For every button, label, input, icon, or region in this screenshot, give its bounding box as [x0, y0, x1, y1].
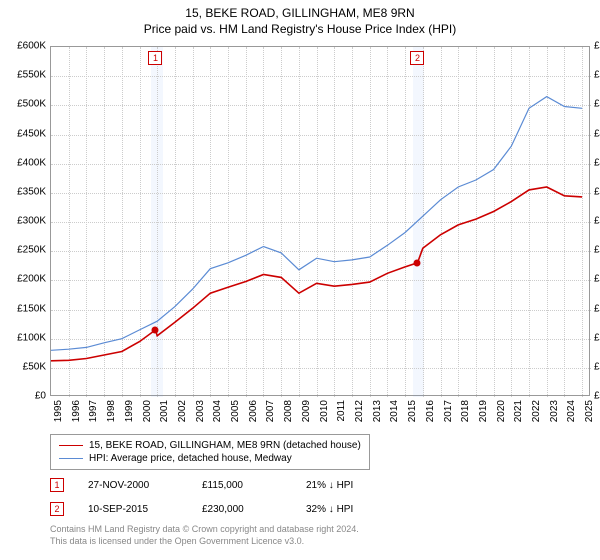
x-axis-label: 1998 [106, 400, 117, 422]
x-axis-label: 2021 [513, 400, 524, 422]
y-axis-label-left: £350K [17, 186, 46, 197]
x-axis-label: 1999 [124, 400, 135, 422]
x-axis-label: 2001 [159, 400, 170, 422]
y-axis-label-left: £250K [17, 245, 46, 256]
x-axis-label: 2019 [478, 400, 489, 422]
x-axis-label: 1997 [88, 400, 99, 422]
legend-row: HPI: Average price, detached house, Medw… [59, 452, 361, 465]
chart-subtitle: Price paid vs. HM Land Registry's House … [0, 20, 600, 40]
x-axis-label: 2006 [248, 400, 259, 422]
chart-marker-1: 1 [148, 51, 162, 65]
x-axis-label: 2013 [372, 400, 383, 422]
legend-row: 15, BEKE ROAD, GILLINGHAM, ME8 9RN (deta… [59, 439, 361, 452]
y-axis-label-right: £150K [594, 303, 600, 314]
legend-label: 15, BEKE ROAD, GILLINGHAM, ME8 9RN (deta… [89, 440, 361, 451]
plot-area: 12 [50, 46, 590, 396]
transaction-marker: 1 [50, 478, 64, 492]
y-axis-label-left: £200K [17, 274, 46, 285]
y-axis-label-left: £500K [17, 99, 46, 110]
y-axis-label-right: £550K [594, 70, 600, 81]
chart-area: 12 £0£0£50K£50K£100K£100K£150K£150K£200K… [50, 46, 590, 396]
x-axis-label: 2010 [319, 400, 330, 422]
footer-line: This data is licensed under the Open Gov… [50, 536, 600, 548]
x-axis-label: 2014 [389, 400, 400, 422]
y-axis-label-left: £550K [17, 70, 46, 81]
y-axis-label-right: £100K [594, 332, 600, 343]
x-axis-label: 2005 [230, 400, 241, 422]
y-axis-label-right: £300K [594, 216, 600, 227]
footer-line: Contains HM Land Registry data © Crown c… [50, 524, 600, 536]
chart-container: 15, BEKE ROAD, GILLINGHAM, ME8 9RN Price… [0, 0, 600, 560]
legend-box: 15, BEKE ROAD, GILLINGHAM, ME8 9RN (deta… [50, 434, 370, 470]
x-axis-label: 2008 [283, 400, 294, 422]
transaction-diff: 32% ↓ HPI [306, 504, 353, 515]
x-axis-label: 2002 [177, 400, 188, 422]
x-axis-label: 1995 [53, 400, 64, 422]
x-axis-label: 2022 [531, 400, 542, 422]
x-axis-label: 2015 [407, 400, 418, 422]
x-axis-label: 1996 [71, 400, 82, 422]
y-axis-label-left: £300K [17, 216, 46, 227]
y-axis-label-left: £150K [17, 303, 46, 314]
x-axis-label: 2016 [425, 400, 436, 422]
y-axis-label-left: £0 [35, 391, 46, 402]
x-axis-label: 2017 [443, 400, 454, 422]
x-axis-label: 2007 [265, 400, 276, 422]
chart-dot-1 [152, 326, 159, 333]
x-axis-label: 2020 [496, 400, 507, 422]
legend-label: HPI: Average price, detached house, Medw… [89, 453, 292, 464]
x-axis-label: 2025 [584, 400, 595, 422]
transaction-date: 27-NOV-2000 [88, 480, 178, 491]
chart-lines [51, 47, 591, 397]
x-axis-label: 2018 [460, 400, 471, 422]
y-axis-label-left: £600K [17, 41, 46, 52]
y-axis-label-left: £450K [17, 128, 46, 139]
transaction-row: 1 27-NOV-2000 £115,000 21% ↓ HPI [50, 476, 600, 494]
legend-line [59, 458, 83, 459]
y-axis-label-right: £350K [594, 186, 600, 197]
x-axis-label: 2004 [212, 400, 223, 422]
x-axis-label: 2012 [354, 400, 365, 422]
bottom-section: 15, BEKE ROAD, GILLINGHAM, ME8 9RN (deta… [0, 432, 600, 547]
y-axis-label-right: £600K [594, 41, 600, 52]
y-axis-label-left: £50K [23, 361, 46, 372]
x-axis-label: 2011 [336, 400, 347, 422]
y-axis-label-right: £200K [594, 274, 600, 285]
chart-title: 15, BEKE ROAD, GILLINGHAM, ME8 9RN [0, 0, 600, 20]
x-axis-label: 2000 [142, 400, 153, 422]
y-axis-label-right: £500K [594, 99, 600, 110]
transaction-price: £230,000 [202, 504, 282, 515]
y-axis-label-right: £50K [594, 361, 600, 372]
transactions-table: 1 27-NOV-2000 £115,000 21% ↓ HPI 2 10-SEP-201… [0, 476, 600, 518]
y-axis-label-left: £400K [17, 157, 46, 168]
transaction-date: 10-SEP-2015 [88, 504, 178, 515]
transaction-price: £115,000 [202, 480, 282, 491]
transaction-diff: 21% ↓ HPI [306, 480, 353, 491]
chart-dot-2 [414, 259, 421, 266]
y-axis-label-right: £250K [594, 245, 600, 256]
x-axis-label: 2009 [301, 400, 312, 422]
footer-text: Contains HM Land Registry data © Crown c… [50, 524, 600, 547]
series-hpi [51, 97, 582, 351]
transaction-row: 2 10-SEP-2015 £230,000 32% ↓ HPI [50, 500, 600, 518]
legend-line [59, 445, 83, 446]
x-axis-label: 2023 [549, 400, 560, 422]
x-axis-label: 2003 [195, 400, 206, 422]
y-axis-label-right: £450K [594, 128, 600, 139]
y-axis-label-left: £100K [17, 332, 46, 343]
chart-marker-2: 2 [410, 51, 424, 65]
transaction-marker: 2 [50, 502, 64, 516]
y-axis-label-right: £400K [594, 157, 600, 168]
x-axis-label: 2024 [566, 400, 577, 422]
